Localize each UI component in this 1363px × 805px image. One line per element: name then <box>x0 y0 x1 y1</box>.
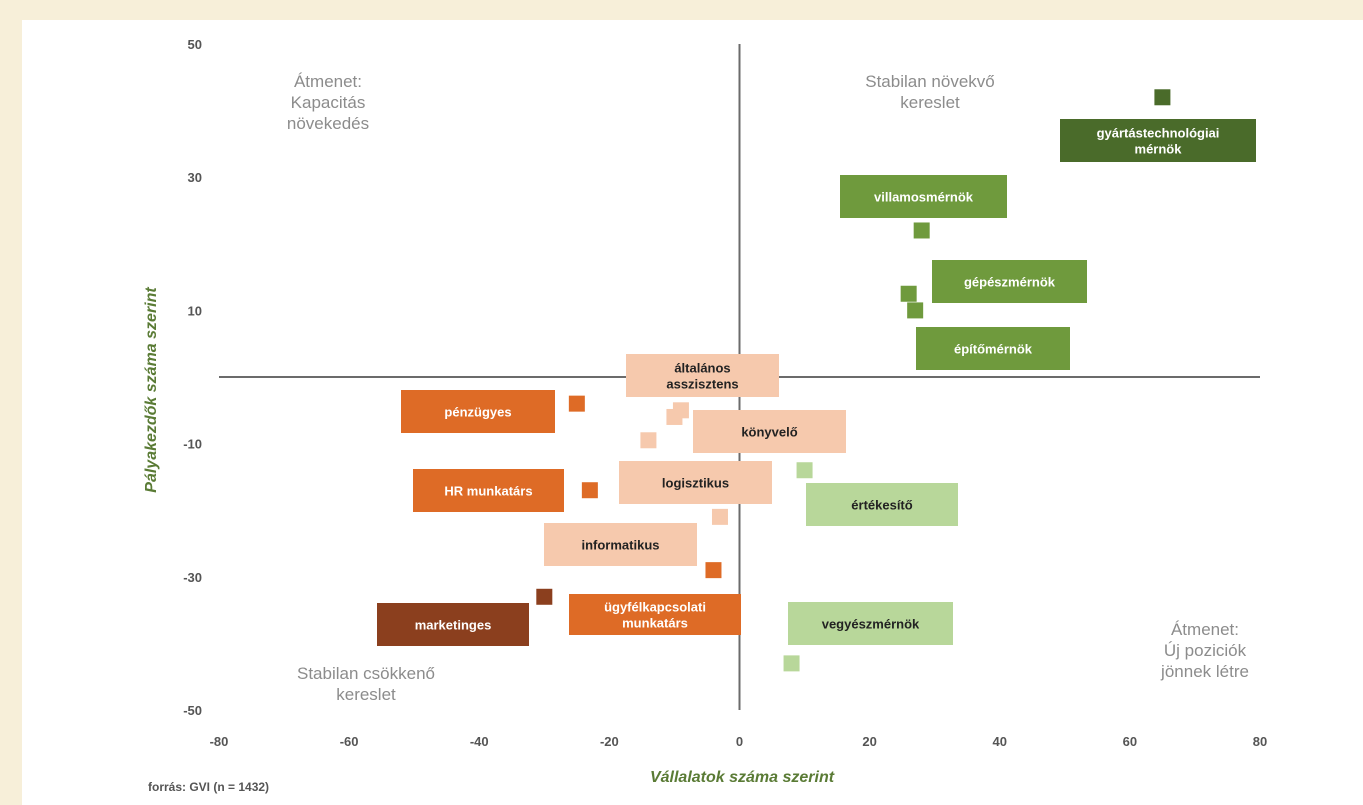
category-label-box <box>916 327 1070 370</box>
category-label: marketinges <box>377 603 529 646</box>
x-tick-label: -40 <box>470 734 489 749</box>
data-point <box>568 395 585 412</box>
category-label-text: villamosmérnök <box>874 190 974 205</box>
category-label-box <box>932 260 1087 303</box>
category-label: villamosmérnök <box>840 175 1007 218</box>
category-label-text: értékesítő <box>851 498 912 513</box>
quadrant-label-br: Átmenet: Új poziciók jönnek létre <box>1160 620 1249 681</box>
tick-labels: -80 -60 -40 -20 0 20 40 60 80 50 30 10 -10 -30 -50 <box>183 37 1267 749</box>
category-label: ügyfélkapcsolati munkatárs <box>569 594 741 635</box>
data-points <box>536 89 1171 672</box>
chart-frame: -80 -60 -40 -20 0 20 40 60 80 50 30 10 -10 -30 -50 Átm… <box>22 20 1363 805</box>
category-label: gyártástechnológiai mérnök <box>1060 119 1256 162</box>
category-label: pénzügyes <box>401 390 555 433</box>
category-label-text: építőmérnök <box>954 342 1033 357</box>
data-point <box>581 482 598 499</box>
category-label-text: pénzügyes <box>444 405 511 420</box>
x-tick-label: -60 <box>340 734 359 749</box>
category-label-box <box>401 390 555 433</box>
category-labels: gyártástechnológiai mérnök villamosmérnök g… <box>377 119 1256 646</box>
category-label: vegyészmérnök <box>788 602 953 645</box>
category-label-box <box>544 523 697 566</box>
x-axis-title: Vállalatok száma szerint <box>650 769 835 786</box>
x-tick-label: 40 <box>993 734 1007 749</box>
category-label: HR munkatárs <box>413 469 564 512</box>
category-label-text: vegyészmérnök <box>822 617 920 632</box>
y-tick-label: 50 <box>188 37 202 52</box>
y-tick-label: -30 <box>183 570 202 585</box>
data-point <box>796 462 813 479</box>
category-label-box <box>1060 119 1256 162</box>
y-tick-label: 30 <box>188 170 202 185</box>
x-tick-label: 80 <box>1253 734 1267 749</box>
y-tick-label: -10 <box>183 437 202 452</box>
data-point <box>666 408 683 425</box>
x-tick-label: 60 <box>1123 734 1137 749</box>
data-point <box>783 655 800 672</box>
category-label: könyvelő <box>693 410 846 453</box>
data-point <box>900 285 917 302</box>
data-point <box>711 508 728 525</box>
quadrant-label-tr: Stabilan növekvő kereslet <box>865 72 994 112</box>
data-point <box>705 562 722 579</box>
category-label: logisztikus <box>619 461 772 504</box>
category-label: általános asszisztens <box>626 354 779 397</box>
quadrant-labels: Átmenet: Kapacitás növekedés Stabilan növek… <box>287 72 1249 704</box>
data-point <box>536 588 553 605</box>
data-point <box>913 222 930 239</box>
category-label-box <box>413 469 564 512</box>
category-label-box <box>619 461 772 504</box>
category-label-box <box>626 354 779 397</box>
category-label-text: gépészmérnök <box>964 275 1056 290</box>
x-tick-label: 20 <box>862 734 876 749</box>
y-axis-title: Pályakezdők száma szerint <box>143 287 160 493</box>
category-label-text: gyártástechnológiai mérnök <box>1097 126 1220 157</box>
category-label: gépészmérnök <box>932 260 1087 303</box>
category-label-box <box>840 175 1007 218</box>
data-point <box>640 432 657 449</box>
category-label-box <box>806 483 958 526</box>
y-tick-label: 10 <box>188 303 202 318</box>
data-point <box>1154 89 1171 106</box>
quadrant-scatter-chart: -80 -60 -40 -20 0 20 40 60 80 50 30 10 -10 -30 -50 Átm… <box>143 37 1267 794</box>
data-point <box>907 302 924 319</box>
category-label-text: marketinges <box>415 618 492 633</box>
x-tick-label: -80 <box>210 734 229 749</box>
category-label-text: általános asszisztens <box>666 361 738 392</box>
category-label-text: HR munkatárs <box>444 484 532 499</box>
source-note: forrás: GVI (n = 1432) <box>148 780 269 794</box>
x-tick-label: 0 <box>736 734 743 749</box>
x-tick-label: -20 <box>600 734 619 749</box>
category-label-text: logisztikus <box>662 476 729 491</box>
category-label-box <box>693 410 846 453</box>
category-label-text: informatikus <box>581 538 659 553</box>
quadrant-label-tl: Átmenet: Kapacitás növekedés <box>287 72 369 133</box>
quadrant-label-bl: Stabilan csökkenő kereslet <box>297 664 435 704</box>
category-label: értékesítő <box>806 483 958 526</box>
y-tick-label: -50 <box>183 703 202 718</box>
category-label-text: ügyfélkapcsolati munkatárs <box>604 600 706 631</box>
category-label-text: könyvelő <box>741 425 797 440</box>
category-label-box <box>569 594 741 635</box>
category-label-box <box>377 603 529 646</box>
category-label: informatikus <box>544 523 697 566</box>
category-label-box <box>788 602 953 645</box>
category-label: építőmérnök <box>916 327 1070 370</box>
